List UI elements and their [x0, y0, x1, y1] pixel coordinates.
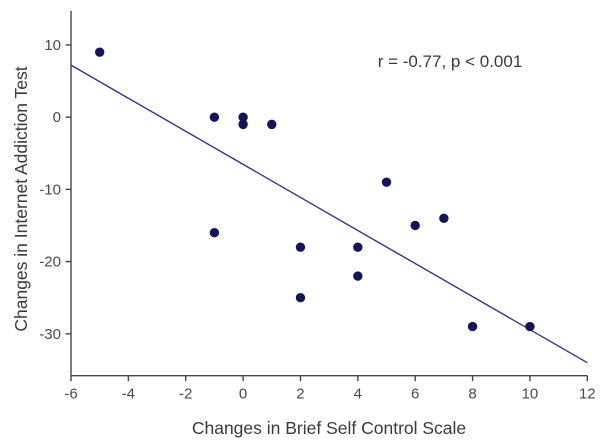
data-point	[439, 213, 449, 223]
data-point	[238, 112, 248, 122]
x-tick-label: -6	[64, 386, 77, 403]
x-axis-title: Changes in Brief Self Control Scale	[192, 418, 466, 438]
data-point	[209, 112, 220, 122]
x-tick-label: 10	[522, 386, 539, 403]
data-point	[295, 293, 306, 303]
x-tick-label: 2	[296, 386, 304, 403]
data-point	[353, 271, 363, 281]
trend-layer	[70, 64, 588, 364]
y-tick-label: -20	[39, 254, 61, 271]
data-point	[525, 321, 535, 332]
y-axis-title: Changes in Internet Addiction Test	[11, 66, 31, 331]
x-tick-label: 6	[411, 386, 419, 403]
y-tick-label: 10	[44, 37, 61, 54]
points-layer	[94, 47, 535, 332]
x-tick-label: 4	[354, 386, 362, 403]
y-tick-label: 0	[53, 109, 61, 126]
x-tick-label: -2	[179, 386, 192, 403]
data-point	[410, 220, 420, 231]
data-point	[467, 321, 478, 332]
data-point	[381, 177, 392, 187]
x-tick-label: 8	[468, 386, 476, 403]
data-point	[353, 242, 363, 252]
y-tick-label: -30	[39, 326, 61, 343]
data-point	[94, 47, 105, 57]
y-tick-label: -10	[39, 181, 61, 198]
data-point	[209, 228, 220, 238]
data-point	[295, 242, 306, 252]
x-tick-label: 0	[239, 386, 247, 403]
data-point	[238, 119, 248, 130]
x-tick-label: -4	[122, 386, 135, 403]
x-tick-label: 12	[579, 386, 596, 403]
correlation-annotation: r = -0.77, p < 0.001	[378, 52, 523, 71]
regression-line	[70, 64, 588, 364]
data-point	[267, 119, 277, 130]
